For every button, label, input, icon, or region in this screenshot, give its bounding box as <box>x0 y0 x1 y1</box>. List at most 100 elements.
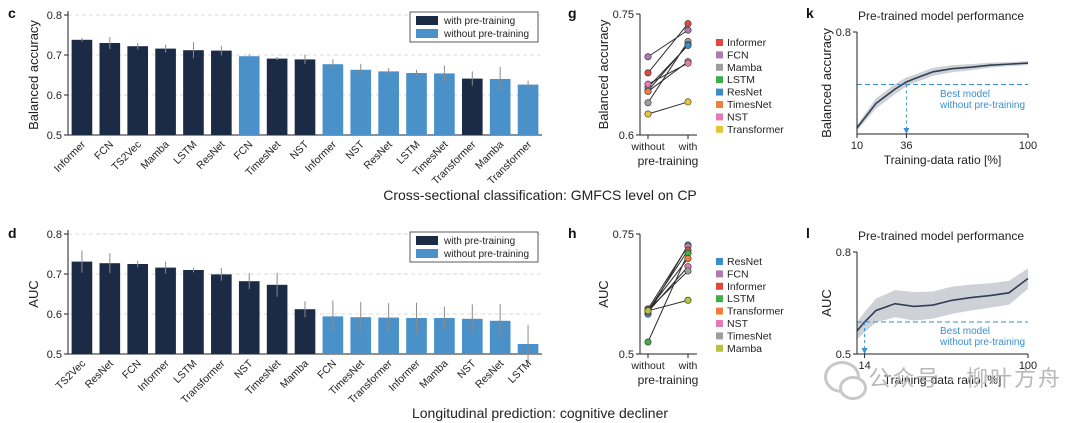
pair-line-fcn <box>647 29 689 58</box>
x-tick-label: Informer <box>387 357 423 393</box>
bar-mamba <box>155 48 176 135</box>
legend-swatch-fcn <box>716 270 723 278</box>
x-tick-label: Informer <box>52 138 88 174</box>
legend-swatch-with <box>416 236 438 245</box>
point-with-fcn <box>684 26 692 34</box>
point-with-mamba <box>684 296 692 304</box>
confidence-band <box>857 268 1028 340</box>
bar-fcn <box>99 43 121 135</box>
legend-label: TimesNet <box>727 330 772 342</box>
point-without-transformer <box>644 110 652 118</box>
legend-label: NST <box>727 111 749 123</box>
x-tick-label: Mamba <box>417 358 450 391</box>
legend-swatch-nst <box>716 113 723 121</box>
y-tick-label: 0.5 <box>619 349 634 361</box>
panel-label: h <box>568 225 577 241</box>
x-tick-label: 100 <box>1019 360 1037 372</box>
legend-swatch-timesnet <box>716 332 723 340</box>
legend-swatch-with <box>416 16 438 25</box>
x-tick-label: ResNet <box>473 358 506 391</box>
performance-line <box>856 62 1029 129</box>
legend-label: TimesNet <box>727 99 772 111</box>
bar-resnet <box>378 71 399 135</box>
point-without-timesnet <box>644 87 652 95</box>
confidence-band <box>857 61 1028 131</box>
legend-swatch-without <box>416 29 438 38</box>
reference-label: Best model <box>940 89 990 100</box>
bar-lstm <box>406 73 427 135</box>
x-tick-label: 14 <box>858 360 870 372</box>
point-without-lstm <box>644 338 652 346</box>
point-with-informer <box>684 20 692 28</box>
y-tick-label: 0.6 <box>47 90 62 102</box>
panel-label: k <box>806 5 814 21</box>
bar-mamba <box>489 79 511 135</box>
point-with-transformer <box>684 98 692 106</box>
x-tick-label: ResNet <box>83 358 116 391</box>
panel-label: c <box>8 5 16 21</box>
x-axis-label: pre-training <box>638 154 699 168</box>
x-tick-label: Informer <box>136 357 172 393</box>
y-tick-label: 0.75 <box>613 229 634 241</box>
legend-label-with: with pre-training <box>443 16 515 27</box>
legend-label: FCN <box>727 49 749 61</box>
bar-lstm <box>183 270 204 354</box>
pair-line-transformer <box>647 101 689 115</box>
legend-swatch-transformer <box>716 307 723 315</box>
x-tick-label: NST <box>344 138 368 162</box>
pair-line-nst <box>647 62 689 85</box>
x-tick-label: FCN <box>315 358 339 382</box>
y-tick-label: 0.7 <box>47 50 62 62</box>
bar-informer <box>322 64 344 135</box>
legend-swatch-resnet <box>716 88 723 96</box>
x-tick-label: ResNet <box>362 139 395 172</box>
panel-label: d <box>8 225 17 241</box>
legend-swatch-mamba <box>716 344 723 352</box>
y-tick-label: 0.75 <box>613 9 634 21</box>
y-axis-label: Balanced accuracy <box>819 28 834 138</box>
legend-swatch-mamba <box>716 63 723 71</box>
pair-line-transformer <box>647 258 689 311</box>
legend-swatch-without <box>416 249 438 258</box>
point-with-nst <box>684 59 692 67</box>
reference-label: without pre-training <box>939 337 1025 348</box>
reference-label: Best model <box>940 326 990 337</box>
legend-label-without: without pre-training <box>443 29 529 40</box>
x-tick-label: Mamba <box>138 139 171 172</box>
watermark: 公众号 · 柳叶方舟 <box>824 361 1062 400</box>
x-tick-label: 36 <box>900 140 912 152</box>
pair-line-timesnet <box>647 270 689 311</box>
legend-label: Informer <box>727 281 767 293</box>
performance-line <box>856 277 1029 332</box>
x-tick-label: FCN <box>92 139 116 163</box>
watermark-text: 公众号 · 柳叶方舟 <box>868 366 1062 391</box>
bar-timesnet <box>266 284 288 354</box>
bar-transformer <box>461 78 483 135</box>
reference-arrow <box>903 128 910 134</box>
x-tick-label: NST <box>232 357 256 381</box>
y-tick-label: 0.8 <box>836 27 851 39</box>
bar-informer <box>406 318 427 354</box>
legend-swatch-informer <box>716 39 723 46</box>
y-tick-label: 0.5 <box>47 349 62 361</box>
x-tick-label: 10 <box>851 140 863 152</box>
legend-swatch-nst <box>716 320 723 327</box>
x-tick-label: 100 <box>1019 140 1037 152</box>
bar-nst <box>461 318 483 354</box>
bar-mamba <box>434 318 455 354</box>
caption-top: Cross-sectional classification: GMFCS le… <box>383 187 697 203</box>
reference-label: without pre-training <box>939 100 1025 111</box>
point-with-timesnet <box>684 267 692 275</box>
pair-line-informer <box>647 23 689 74</box>
pair-line-lstm <box>647 252 689 343</box>
x-tick-label: FCN <box>232 139 256 163</box>
legend-swatch-lstm <box>716 76 723 84</box>
legend-label: Transformer <box>727 306 784 318</box>
panel-l-line-chart: l Pre-trained model performance Best model… <box>806 225 1037 387</box>
x-tick-label: ResNet <box>194 139 227 172</box>
chart-title: Pre-trained model performance <box>858 9 1024 23</box>
bar-transformer <box>517 84 539 135</box>
y-tick-label: 0.8 <box>47 10 62 22</box>
bar-transformer <box>211 274 232 354</box>
